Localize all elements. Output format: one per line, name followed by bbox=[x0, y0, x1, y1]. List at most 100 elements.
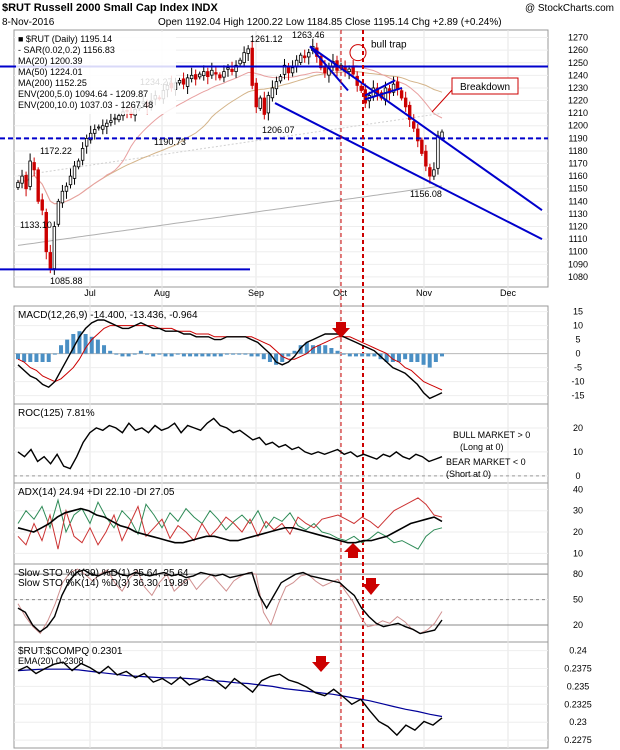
macd-histogram-bar bbox=[224, 353, 229, 355]
y-tick-label: 1220 bbox=[568, 96, 588, 106]
y-tick-label: 1170 bbox=[568, 159, 587, 169]
macd-histogram-bar bbox=[298, 345, 303, 354]
legend-main: ■ $RUT (Daily) 1195.14 bbox=[18, 34, 112, 44]
sto-title-2: Slow STO %K(14) %D(3) 36.30, 19.89 bbox=[18, 578, 189, 589]
candle-body bbox=[48, 252, 53, 270]
x-tick-label: Jul bbox=[84, 288, 96, 298]
y-tick-label: 0 bbox=[575, 349, 580, 359]
macd-histogram-bar bbox=[409, 353, 414, 362]
ratio-ema-legend: EMA(20) 0.2308 bbox=[18, 656, 84, 666]
candle-body bbox=[105, 122, 109, 127]
macd-histogram-bar bbox=[169, 353, 174, 357]
breakdown-box bbox=[451, 77, 519, 95]
x-tick-label: Aug bbox=[154, 288, 170, 298]
y-tick-label: 1120 bbox=[568, 222, 587, 232]
candle-body bbox=[76, 160, 81, 168]
macd-histogram-bar bbox=[323, 345, 328, 354]
candle-body bbox=[242, 52, 246, 63]
macd-histogram-bar bbox=[163, 353, 168, 357]
downtrend-upper-line bbox=[309, 45, 543, 211]
candle-body bbox=[258, 97, 262, 109]
candle-body bbox=[303, 55, 307, 59]
legend-ma50: MA(50) 1224.01 bbox=[18, 67, 83, 77]
y-tick-label: 0.2275 bbox=[564, 735, 592, 745]
candle-body bbox=[298, 54, 303, 63]
candle-body bbox=[274, 81, 279, 90]
y-tick-label: 1130 bbox=[568, 209, 587, 219]
watermark: @ StockCharts.com bbox=[525, 3, 614, 14]
y-tick-label: 1090 bbox=[568, 259, 588, 269]
macd-histogram-bar bbox=[304, 342, 309, 354]
y-tick-label: 1240 bbox=[568, 70, 588, 80]
macd-histogram-bar bbox=[274, 353, 279, 365]
y-tick-label: 1150 bbox=[568, 184, 587, 194]
macd-histogram-bar bbox=[329, 348, 334, 354]
macd-histogram-bar bbox=[243, 353, 248, 355]
macd-histogram-bar bbox=[433, 353, 438, 362]
macd-histogram-bar bbox=[403, 353, 408, 360]
price-label: 1261.12 bbox=[250, 34, 283, 44]
macd-histogram-bar bbox=[427, 353, 432, 368]
macd-histogram-bar bbox=[52, 353, 57, 355]
macd-histogram-bar bbox=[71, 334, 76, 354]
price-label: 1190.73 bbox=[154, 137, 186, 147]
macd-histogram-bar bbox=[34, 353, 39, 362]
minus-di-line bbox=[17, 497, 443, 550]
candle-body bbox=[109, 120, 113, 123]
breakdown-label: Breakdown bbox=[460, 82, 510, 93]
candle-body bbox=[218, 74, 222, 79]
candle-body bbox=[193, 74, 198, 80]
roc-note-bull: BULL MARKET > 0 bbox=[453, 430, 530, 440]
roc-note-short: (Short at 0) bbox=[446, 469, 491, 479]
roc-line bbox=[17, 417, 443, 470]
candle-body bbox=[440, 131, 444, 139]
macd-histogram-bar bbox=[286, 353, 291, 357]
macd-histogram-bar bbox=[384, 353, 389, 362]
macd-histogram-bar bbox=[126, 353, 131, 357]
ratio-ema-line bbox=[17, 668, 443, 718]
macd-histogram-bar bbox=[237, 353, 242, 355]
candle-body bbox=[181, 78, 186, 85]
y-tick-label: 1160 bbox=[568, 171, 587, 181]
y-tick-label: 1140 bbox=[568, 196, 587, 206]
candle-body bbox=[56, 200, 61, 225]
y-tick-label: 0.235 bbox=[567, 681, 590, 691]
candle-body bbox=[202, 71, 206, 77]
macd-histogram-bar bbox=[120, 353, 125, 357]
macd-histogram-bar bbox=[59, 345, 64, 354]
candle-body bbox=[238, 59, 242, 65]
panel-frame-0 bbox=[13, 29, 549, 288]
macd-histogram-bar bbox=[77, 331, 82, 354]
candle-body bbox=[222, 71, 226, 78]
y-tick-label: 50 bbox=[573, 595, 583, 605]
candle-body bbox=[278, 76, 283, 82]
macd-histogram-bar bbox=[218, 353, 223, 357]
candle-body bbox=[424, 150, 428, 167]
macd-histogram-bar bbox=[22, 353, 27, 362]
macd-histogram-bar bbox=[212, 353, 217, 357]
candle-body bbox=[270, 87, 275, 99]
legend-sar: - SAR(0.02,0.2) 1156.83 bbox=[18, 45, 115, 55]
candle-body bbox=[80, 148, 85, 161]
candle-body bbox=[16, 182, 20, 188]
y-tick-label: 20 bbox=[573, 620, 583, 630]
macd-arrow-marker bbox=[332, 322, 350, 338]
bull-trap-label: bull trap bbox=[371, 40, 407, 51]
envelope-line bbox=[17, 112, 443, 177]
candle-body bbox=[436, 135, 440, 169]
macd-histogram-bar bbox=[89, 336, 94, 354]
macd-histogram-bar bbox=[151, 353, 156, 357]
candle-body bbox=[24, 174, 28, 190]
candle-body bbox=[198, 73, 202, 78]
x-tick-label: Oct bbox=[333, 288, 348, 298]
candle-body bbox=[420, 139, 424, 154]
candle-body bbox=[117, 115, 121, 121]
legend-env5: ENV(200,5.0) 1094.64 - 1209.87 bbox=[18, 89, 148, 99]
macd-histogram-bar bbox=[280, 353, 285, 362]
macd-histogram-bar bbox=[83, 334, 88, 354]
macd-title: MACD(12,26,9) -14.400, -13.436, -0.964 bbox=[18, 310, 198, 321]
macd-histogram-bar bbox=[360, 353, 365, 357]
macd-histogram-bar bbox=[292, 350, 297, 354]
